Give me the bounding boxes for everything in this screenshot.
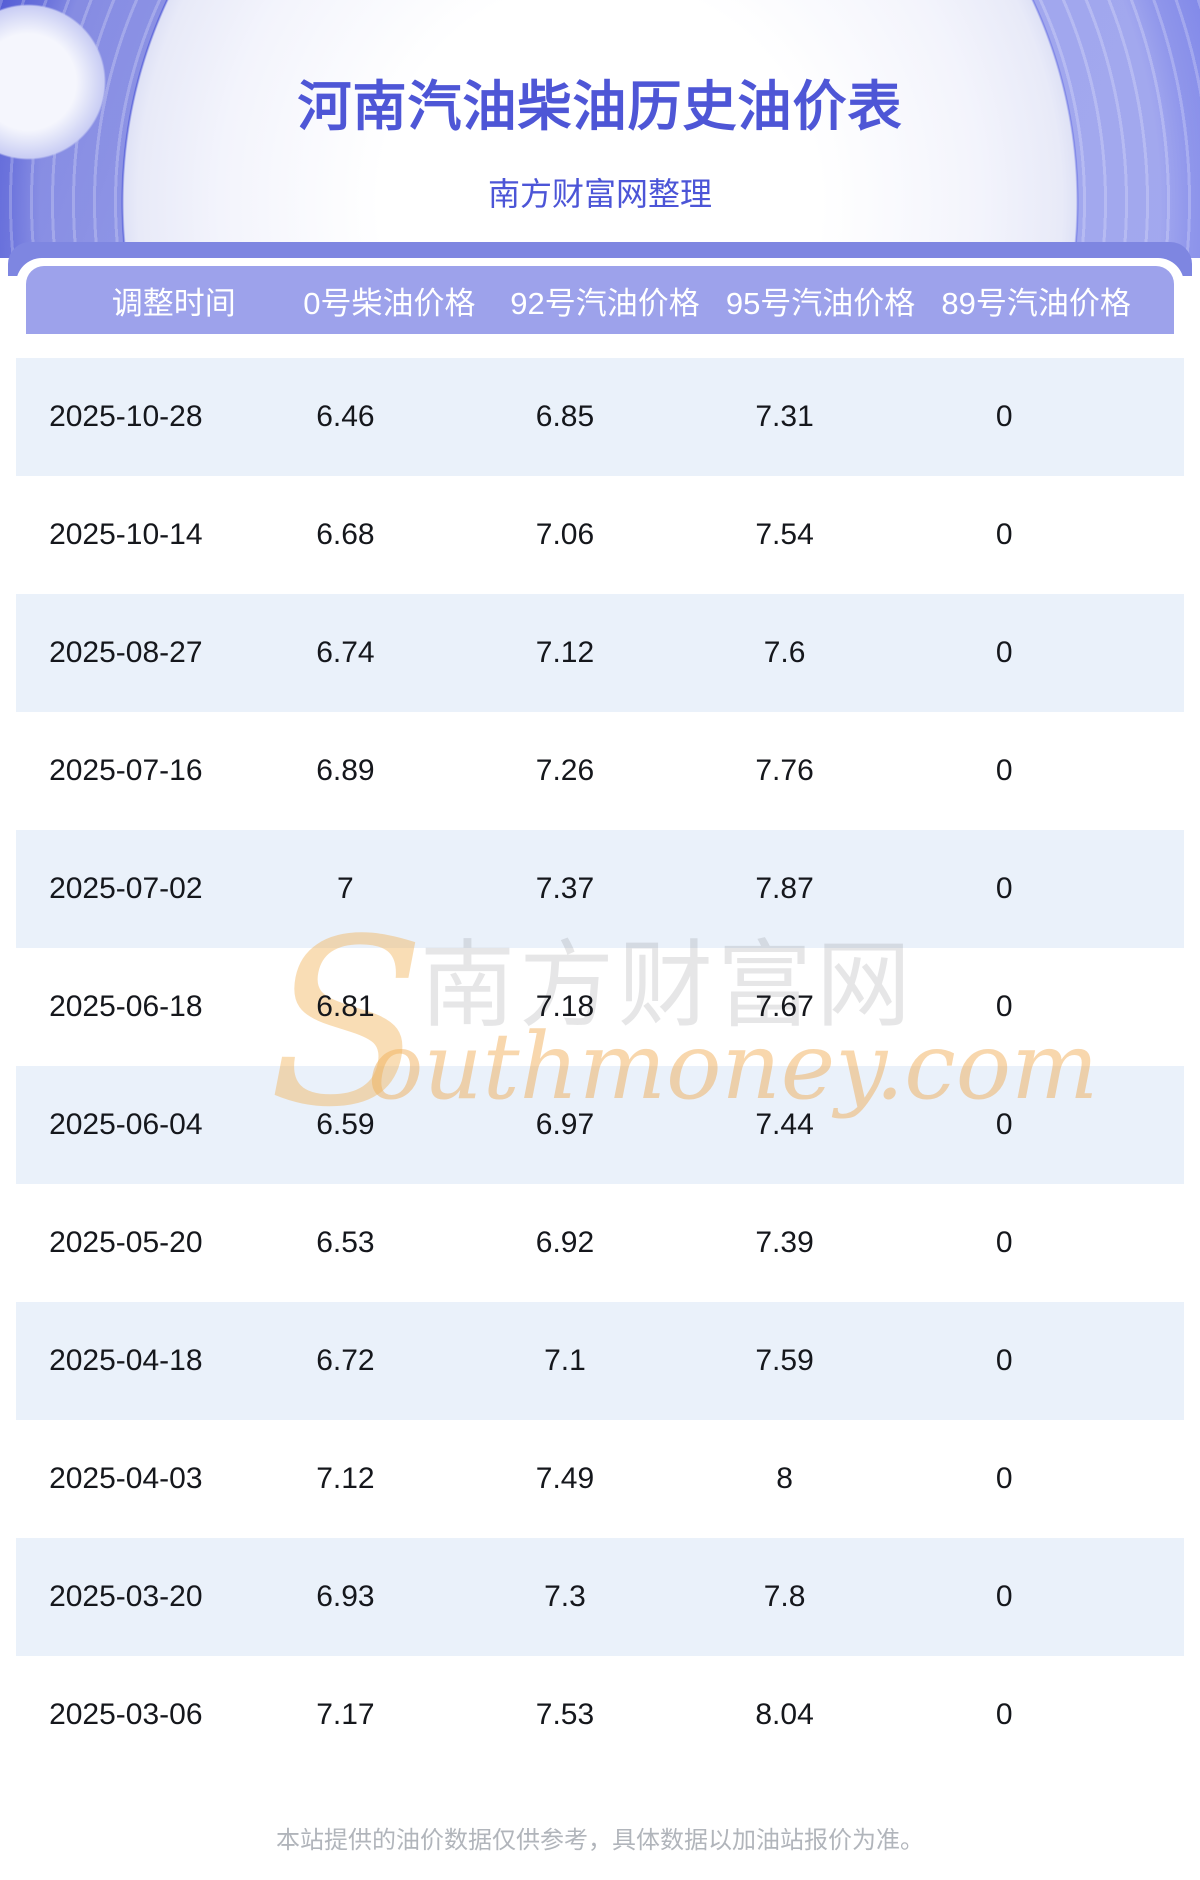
price-cell: 0 bbox=[995, 518, 1013, 551]
price-cell: 7.1 bbox=[544, 1344, 586, 1377]
price-cell: 7.67 bbox=[755, 990, 814, 1023]
price-cell: 6.72 bbox=[316, 1344, 375, 1377]
date-cell: 2025-04-03 bbox=[49, 1462, 203, 1495]
price-cell: 7.3 bbox=[544, 1580, 586, 1613]
price-cell: 6.89 bbox=[316, 754, 375, 787]
price-cell: 7.06 bbox=[535, 518, 595, 551]
price-cell: 7.49 bbox=[535, 1462, 595, 1495]
price-table-card: 调整时间 0号柴油价格 92号汽油价格 95号汽油价格 89号汽油价格 2025-10-… bbox=[16, 258, 1184, 1774]
page-subtitle: 南方财富网整理 bbox=[487, 176, 712, 212]
price-cell: 7.12 bbox=[535, 636, 595, 669]
date-cell: 2025-07-16 bbox=[49, 754, 203, 787]
price-cell: 7.39 bbox=[755, 1226, 814, 1259]
price-cell: 0 bbox=[995, 1344, 1013, 1377]
table-row: 2025-07-02 7 7.37 7.87 0 bbox=[16, 830, 1184, 948]
price-cell: 0 bbox=[995, 1580, 1013, 1613]
table-row: 2025-06-18 6.81 7.18 7.67 0 bbox=[16, 948, 1184, 1066]
price-cell: 0 bbox=[995, 636, 1013, 669]
price-cell: 7 bbox=[337, 872, 354, 905]
date-cell: 2025-08-27 bbox=[49, 636, 203, 669]
price-cell: 0 bbox=[995, 400, 1013, 433]
date-cell: 2025-06-18 bbox=[49, 990, 203, 1023]
price-cell: 6.93 bbox=[316, 1580, 375, 1613]
price-cell: 0 bbox=[995, 872, 1013, 905]
price-cell: 6.81 bbox=[316, 990, 375, 1023]
price-cell: 7.44 bbox=[755, 1108, 814, 1141]
header-cell: 89号汽油价格 bbox=[941, 285, 1131, 321]
price-cell: 7.12 bbox=[316, 1462, 375, 1495]
price-cell: 0 bbox=[995, 754, 1013, 787]
table-row: 2025-10-28 6.46 6.85 7.31 0 bbox=[16, 358, 1184, 476]
header-cell: 92号汽油价格 bbox=[510, 285, 700, 321]
price-cell: 7.53 bbox=[535, 1698, 595, 1731]
price-cell: 6.92 bbox=[535, 1226, 595, 1259]
price-cell: 6.46 bbox=[316, 400, 375, 433]
table-header-row: 调整时间 0号柴油价格 92号汽油价格 95号汽油价格 89号汽油价格 bbox=[26, 266, 1174, 334]
price-cell: 6.97 bbox=[535, 1108, 595, 1141]
date-cell: 2025-06-04 bbox=[49, 1108, 203, 1141]
date-cell: 2025-04-18 bbox=[49, 1344, 203, 1377]
price-cell: 0 bbox=[995, 1462, 1013, 1495]
price-cell: 8 bbox=[776, 1462, 793, 1495]
table-row: 2025-08-27 6.74 7.12 7.6 0 bbox=[16, 594, 1184, 712]
price-cell: 7.54 bbox=[755, 518, 814, 551]
header-cell: 95号汽油价格 bbox=[725, 285, 916, 321]
header-cell: 0号柴油价格 bbox=[303, 285, 476, 321]
table-row: 2025-07-16 6.89 7.26 7.76 0 bbox=[16, 712, 1184, 830]
price-cell: 0 bbox=[995, 1108, 1013, 1141]
date-cell: 2025-07-02 bbox=[49, 872, 203, 905]
price-cell: 6.85 bbox=[535, 400, 595, 433]
price-cell: 7.76 bbox=[755, 754, 814, 787]
price-cell: 6.53 bbox=[316, 1226, 375, 1259]
table-row: 2025-06-04 6.59 6.97 7.44 0 bbox=[16, 1066, 1184, 1184]
price-cell: 0 bbox=[995, 1226, 1013, 1259]
price-cell: 6.59 bbox=[316, 1108, 375, 1141]
price-cell: 6.68 bbox=[316, 518, 375, 551]
page-title: 河南汽油柴油历史油价表 bbox=[297, 77, 903, 137]
date-cell: 2025-10-14 bbox=[49, 518, 203, 551]
date-cell: 2025-05-20 bbox=[49, 1226, 203, 1259]
price-cell: 7.26 bbox=[535, 754, 595, 787]
price-cell: 0 bbox=[995, 990, 1013, 1023]
price-cell: 7.31 bbox=[755, 400, 814, 433]
table-row: 2025-03-20 6.93 7.3 7.8 0 bbox=[16, 1538, 1184, 1656]
price-cell: 7.87 bbox=[755, 872, 814, 905]
table-row: 2025-05-20 6.53 6.92 7.39 0 bbox=[16, 1184, 1184, 1302]
price-cell: 7.59 bbox=[755, 1344, 814, 1377]
price-cell: 6.74 bbox=[316, 636, 375, 669]
table-row: 2025-04-18 6.72 7.1 7.59 0 bbox=[16, 1302, 1184, 1420]
price-cell: 7.18 bbox=[535, 990, 595, 1023]
table-row: 2025-04-03 7.12 7.49 8 0 bbox=[16, 1420, 1184, 1538]
price-cell: 7.8 bbox=[763, 1580, 806, 1613]
price-cell: 8.04 bbox=[755, 1698, 814, 1731]
disclaimer-text: 本站提供的油价数据仅供参考，具体数据以加油站报价为准。 bbox=[276, 1827, 924, 1854]
price-cell: 7.37 bbox=[535, 872, 595, 905]
hero-banner: 河南汽油柴油历史油价表 南方财富网整理 bbox=[0, 0, 1200, 258]
table-body: 2025-10-28 6.46 6.85 7.31 0 2025-10-14 6… bbox=[16, 358, 1184, 1774]
table-row: 2025-10-14 6.68 7.06 7.54 0 bbox=[16, 476, 1184, 594]
header-cell: 调整时间 bbox=[111, 285, 236, 321]
price-cell: 0 bbox=[995, 1698, 1013, 1731]
price-cell: 7.6 bbox=[763, 636, 806, 669]
date-cell: 2025-03-06 bbox=[49, 1698, 203, 1731]
price-cell: 7.17 bbox=[316, 1698, 375, 1731]
table-row: 2025-03-06 7.17 7.53 8.04 0 bbox=[16, 1656, 1184, 1774]
date-cell: 2025-03-20 bbox=[49, 1580, 203, 1613]
date-cell: 2025-10-28 bbox=[49, 400, 203, 433]
